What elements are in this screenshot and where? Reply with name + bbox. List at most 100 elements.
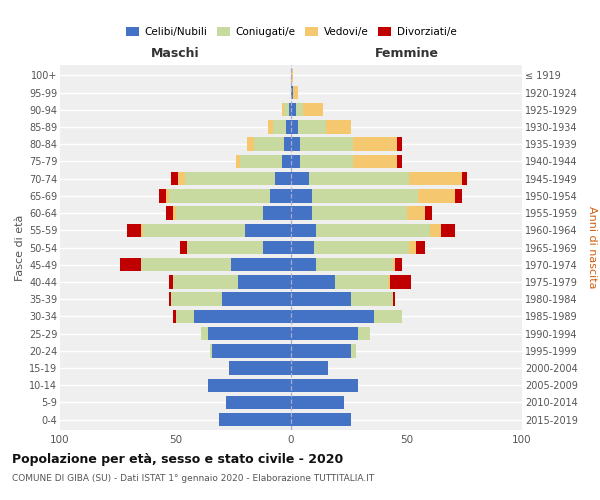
Bar [169,189,270,202]
Bar [272,120,286,134]
Y-axis label: Anni di nascita: Anni di nascita [587,206,597,289]
Bar [275,172,291,186]
Bar [374,310,402,323]
Bar [222,292,291,306]
Bar [351,292,392,306]
Bar [397,154,402,168]
Bar [441,224,455,237]
Bar [314,241,409,254]
Bar [326,120,351,134]
Bar [291,224,316,237]
Bar [176,310,194,323]
Bar [212,344,291,358]
Bar [291,275,335,288]
Bar [291,362,328,374]
Bar [291,103,296,117]
Bar [169,292,171,306]
Bar [300,138,353,151]
Bar [240,154,282,168]
Bar [409,241,416,254]
Bar [425,206,432,220]
Bar [335,275,388,288]
Bar [173,275,238,288]
Bar [208,378,291,392]
Text: Maschi: Maschi [151,47,200,60]
Bar [291,396,344,409]
Bar [397,138,402,151]
Bar [166,206,173,220]
Bar [395,258,402,272]
Bar [194,310,291,323]
Bar [245,224,291,237]
Bar [302,103,323,117]
Bar [291,413,351,426]
Bar [185,172,275,186]
Bar [392,292,395,306]
Bar [270,189,291,202]
Bar [358,327,370,340]
Bar [291,86,293,100]
Bar [291,172,310,186]
Bar [289,103,291,117]
Bar [120,258,141,272]
Bar [455,189,462,202]
Bar [231,258,291,272]
Bar [291,154,300,168]
Bar [353,154,397,168]
Bar [282,103,284,117]
Bar [263,241,291,254]
Bar [166,189,169,202]
Bar [291,344,351,358]
Bar [169,275,173,288]
Bar [391,275,411,288]
Bar [291,120,298,134]
Bar [291,310,374,323]
Bar [316,258,392,272]
Text: COMUNE DI GIBA (SU) - Dati ISTAT 1° gennaio 2020 - Elaborazione TUTTITALIA.IT: COMUNE DI GIBA (SU) - Dati ISTAT 1° genn… [12,474,374,483]
Bar [178,172,185,186]
Bar [160,189,166,202]
Bar [291,241,314,254]
Bar [353,138,397,151]
Bar [291,68,293,82]
Bar [418,189,455,202]
Bar [175,206,263,220]
Bar [416,241,425,254]
Bar [291,189,312,202]
Bar [312,206,407,220]
Bar [282,154,291,168]
Bar [284,138,291,151]
Y-axis label: Fasce di età: Fasce di età [14,214,25,280]
Bar [220,413,291,426]
Bar [296,103,302,117]
Text: Popolazione per età, sesso e stato civile - 2020: Popolazione per età, sesso e stato civil… [12,452,343,466]
Bar [388,275,391,288]
Bar [300,154,353,168]
Text: Femmine: Femmine [374,47,439,60]
Bar [127,224,141,237]
Bar [286,120,291,134]
Bar [238,275,291,288]
Bar [316,224,430,237]
Bar [351,344,356,358]
Bar [298,120,326,134]
Legend: Celibi/Nubili, Coniugati/e, Vedovi/e, Divorziati/e: Celibi/Nubili, Coniugati/e, Vedovi/e, Di… [122,23,460,42]
Bar [312,189,418,202]
Bar [430,224,441,237]
Bar [284,103,289,117]
Bar [171,172,178,186]
Bar [310,172,409,186]
Bar [173,206,176,220]
Bar [291,138,300,151]
Bar [291,258,316,272]
Bar [171,292,222,306]
Bar [407,206,425,220]
Bar [229,362,291,374]
Bar [210,344,212,358]
Bar [392,258,395,272]
Bar [268,120,272,134]
Bar [180,241,187,254]
Bar [462,172,467,186]
Bar [291,378,358,392]
Bar [236,154,240,168]
